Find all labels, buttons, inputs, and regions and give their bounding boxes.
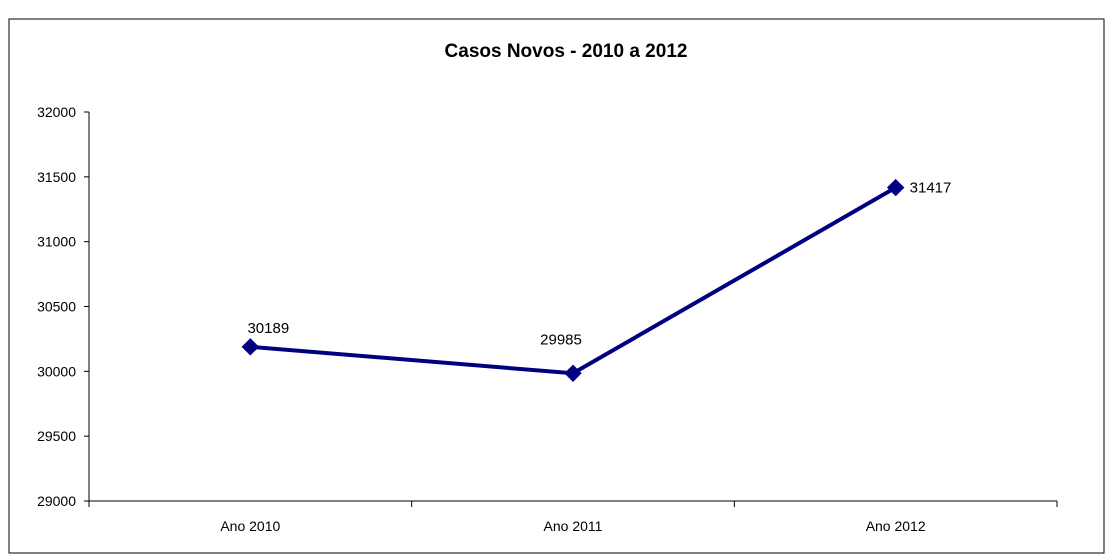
y-tick-label: 30500	[37, 299, 76, 315]
y-tick-label: 29500	[37, 428, 76, 444]
series-layer	[241, 178, 905, 382]
chart-border	[8, 18, 1105, 554]
y-tick-label: 29000	[37, 493, 76, 509]
y-tick-label: 32000	[37, 104, 76, 120]
x-tick-label: Ano 2010	[220, 518, 280, 534]
x-axis-ticks: Ano 2010 Ano 2011 Ano 2012	[88, 501, 1058, 534]
x-tick-label: Ano 2011	[544, 518, 603, 534]
data-point-marker	[241, 338, 260, 356]
data-point-marker	[564, 364, 582, 382]
y-tick-label: 30000	[37, 363, 76, 379]
y-tick-label: 31000	[37, 234, 76, 250]
data-point-marker	[886, 178, 905, 197]
chart-title: Casos Novos - 2010 a 2012	[445, 41, 688, 62]
data-label: 29985	[540, 331, 582, 348]
data-label: 30189	[247, 320, 289, 337]
data-label: 31417	[910, 180, 952, 197]
x-tick-label: Ano 2012	[866, 518, 926, 534]
y-tick-label: 31500	[37, 169, 76, 185]
data-label-layer: 30189 29985 31417	[247, 180, 951, 349]
y-axis-ticks: 29000 29500 30000 30500 31000 31500 32000	[37, 104, 89, 509]
